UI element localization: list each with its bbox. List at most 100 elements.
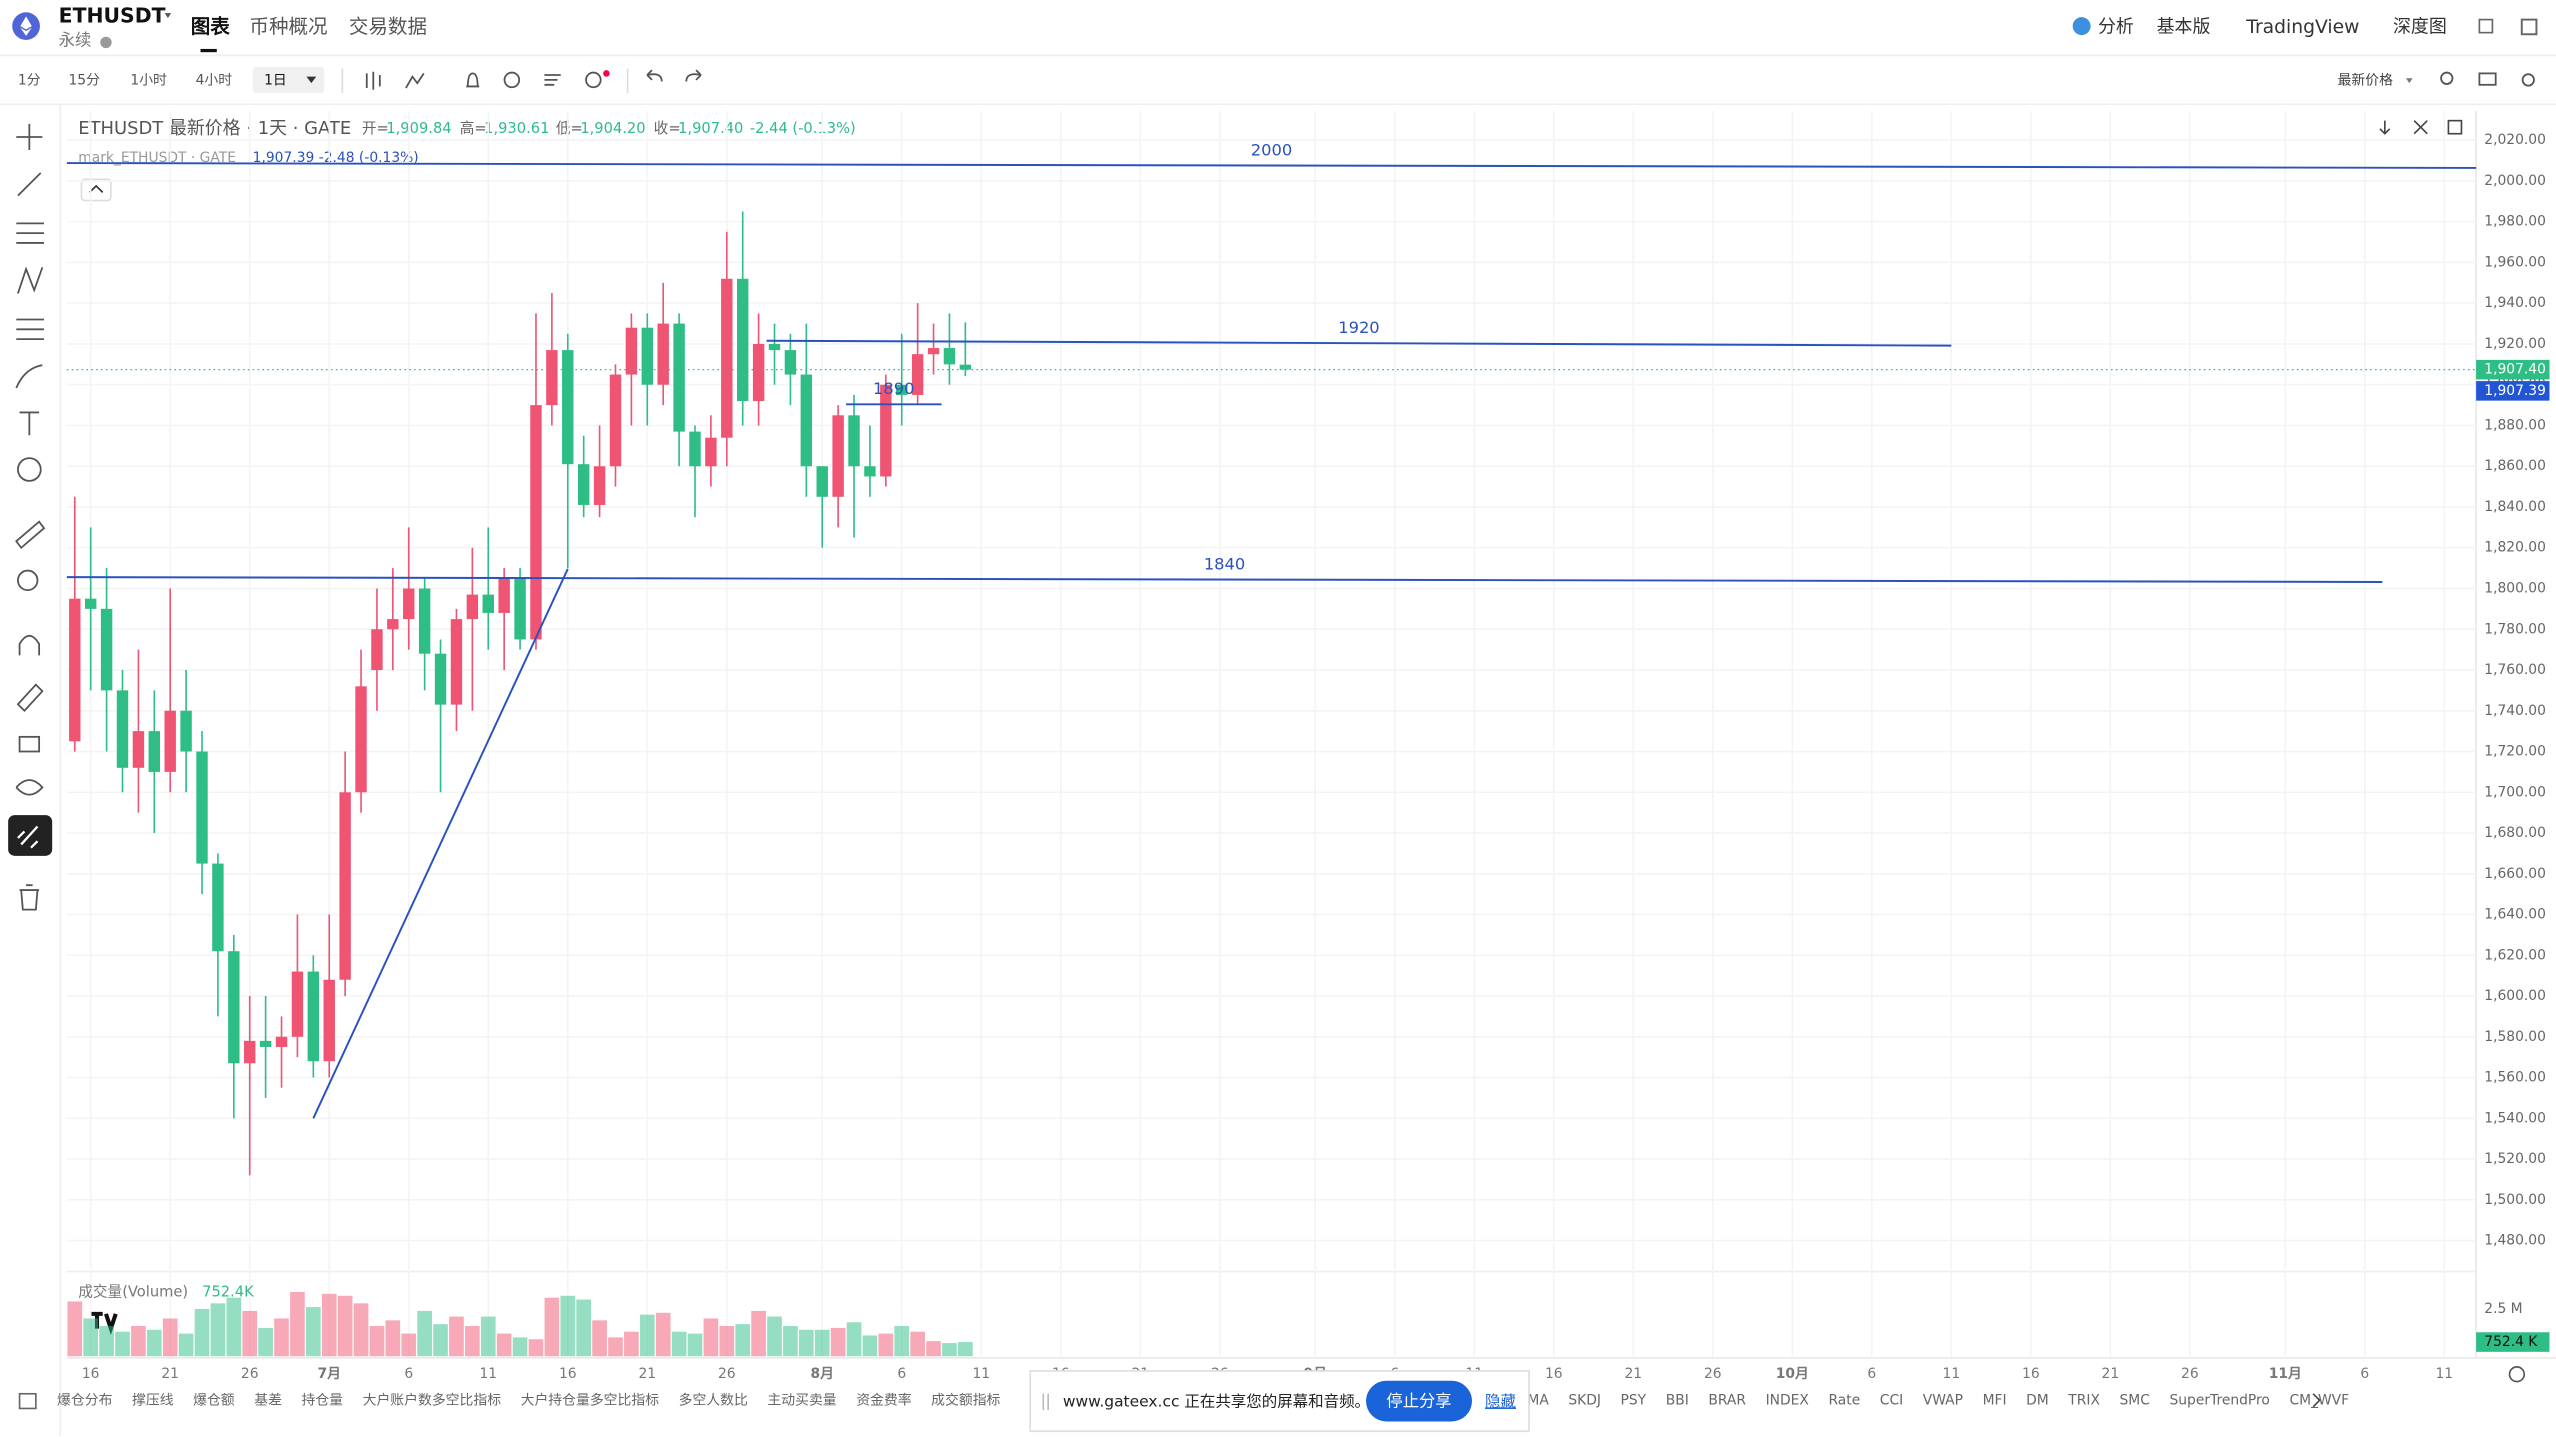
toolbar-icons[interactable] xyxy=(365,69,2535,90)
ruler-tool[interactable] xyxy=(15,520,46,550)
candle-body xyxy=(880,384,892,477)
hide-tool[interactable] xyxy=(15,779,44,796)
magnet-tool[interactable] xyxy=(18,634,41,656)
brush-tool[interactable] xyxy=(15,364,43,389)
collapse-icon[interactable] xyxy=(89,184,104,193)
interval[interactable]: 1分 xyxy=(18,73,41,89)
indicator[interactable]: 大户账户数多空比指标 xyxy=(363,1391,502,1408)
indicator[interactable]: BRAR xyxy=(1708,1392,1746,1408)
indicator-icon[interactable] xyxy=(405,72,425,89)
price-type-dropdown[interactable] xyxy=(2406,78,2413,84)
lock-tool[interactable] xyxy=(18,735,41,753)
camera-icon[interactable] xyxy=(2478,72,2497,86)
stop-share-button[interactable]: 停止分享 xyxy=(1386,1391,1451,1410)
legend-field-name: 高= xyxy=(460,120,487,137)
indicator[interactable]: 多空人数比 xyxy=(679,1391,748,1408)
indicator[interactable]: 主动买卖量 xyxy=(767,1392,836,1408)
volume-bar xyxy=(846,1322,862,1357)
indicators-next[interactable] xyxy=(2312,1393,2321,1408)
candle-body xyxy=(657,323,669,385)
symbol-dropdown[interactable] xyxy=(164,13,172,18)
fib-tool[interactable] xyxy=(16,222,45,244)
volume-last-value: 752.4K xyxy=(202,1284,254,1301)
hide-link[interactable]: 隐藏 xyxy=(1485,1392,1516,1410)
popup-message: www.gateex.cc 正在共享您的屏幕和音频。 xyxy=(1063,1392,1370,1410)
indicator[interactable]: SMC xyxy=(2120,1392,2150,1408)
indicator[interactable]: 爆仓额 xyxy=(193,1392,235,1408)
info-icon[interactable] xyxy=(100,36,112,49)
price-type[interactable]: 最新价格 xyxy=(2338,73,2394,89)
header-link[interactable]: 基本版 xyxy=(2157,17,2211,38)
close-control[interactable] xyxy=(2413,120,2428,135)
search-icon[interactable] xyxy=(2440,71,2454,85)
indicator[interactable]: VWAP xyxy=(1923,1392,1963,1408)
chart-controls[interactable] xyxy=(2379,119,2463,135)
indicator[interactable]: 持仓量 xyxy=(301,1392,343,1408)
text-tool[interactable] xyxy=(19,411,40,436)
indicator[interactable]: MA xyxy=(1527,1392,1549,1408)
drawing-tools[interactable] xyxy=(15,123,46,911)
volume-bar xyxy=(608,1337,623,1357)
trendline-tool[interactable] xyxy=(17,172,42,197)
indicator[interactable]: SKDJ xyxy=(1568,1392,1601,1408)
indicator[interactable]: 资金费率 xyxy=(856,1391,912,1408)
interval[interactable]: 1日 xyxy=(264,73,287,89)
collapse-button[interactable] xyxy=(80,178,112,202)
template-icon[interactable] xyxy=(544,74,561,86)
volume-bar xyxy=(703,1318,719,1357)
zoom-tool[interactable] xyxy=(17,569,39,592)
indicator[interactable]: SuperTrendPro xyxy=(2169,1392,2269,1408)
symbol[interactable]: ETHUSDT xyxy=(59,3,166,27)
indicator-menu-icon[interactable] xyxy=(18,1392,37,1410)
down-control[interactable] xyxy=(2379,120,2391,135)
indicator[interactable]: BBI xyxy=(1666,1392,1689,1408)
interval-dropdown[interactable] xyxy=(306,76,317,84)
undo-icon[interactable] xyxy=(646,69,663,82)
volume-bar xyxy=(131,1326,146,1357)
x-tick-label: 11 xyxy=(2436,1366,2454,1382)
popup-grip[interactable] xyxy=(1042,1393,1049,1411)
window-icon[interactable] xyxy=(2520,18,2538,36)
indicator[interactable]: TRIX xyxy=(2067,1392,2100,1408)
redo-icon[interactable] xyxy=(685,69,702,82)
interval[interactable]: 4小时 xyxy=(196,73,233,89)
indicator[interactable]: 成交额指标 xyxy=(931,1391,1000,1408)
emoji-tool[interactable] xyxy=(17,457,42,482)
header-link[interactable]: 分析 xyxy=(2098,17,2134,38)
pattern-tool[interactable] xyxy=(17,266,44,294)
header-link[interactable]: 深度图 xyxy=(2393,17,2447,38)
interval[interactable]: 1小时 xyxy=(130,73,167,89)
indicator[interactable]: 基差 xyxy=(254,1391,282,1408)
indicator[interactable]: CM_WVF xyxy=(2289,1392,2349,1408)
stop-button-bg[interactable] xyxy=(1366,1380,1472,1422)
time-settings-icon[interactable] xyxy=(2508,1366,2526,1383)
indicator[interactable]: INDEX xyxy=(1766,1392,1810,1408)
alert-icon[interactable] xyxy=(466,72,480,88)
header-link[interactable]: TradingView xyxy=(2245,17,2359,38)
replay-icon[interactable] xyxy=(503,71,521,89)
indicator[interactable]: CCI xyxy=(1880,1392,1903,1408)
indicator[interactable]: DM xyxy=(2026,1392,2049,1408)
indicator[interactable]: MFI xyxy=(1983,1392,2007,1408)
volume-last-label: 752.4 K xyxy=(2484,1334,2538,1350)
lock-draw-tool[interactable] xyxy=(16,683,44,713)
indicator[interactable]: 爆仓分布 xyxy=(57,1392,113,1408)
candle-type-icon[interactable] xyxy=(365,71,381,90)
delete-tool[interactable] xyxy=(19,884,40,911)
fullscreen-icon[interactable] xyxy=(2478,18,2494,34)
tab[interactable]: 币种概况 xyxy=(249,15,327,38)
forecast-tool[interactable] xyxy=(16,318,45,340)
tab[interactable]: 图表 xyxy=(191,15,231,38)
indicator[interactable]: PSY xyxy=(1621,1392,1647,1408)
link-tool[interactable] xyxy=(17,825,39,849)
indicator[interactable]: 大户持仓量多空比指标 xyxy=(521,1391,660,1408)
indicator[interactable]: Rate xyxy=(1828,1392,1860,1408)
tab[interactable]: 交易数据 xyxy=(349,15,427,38)
maximize-control[interactable] xyxy=(2447,119,2463,135)
settings-icon[interactable] xyxy=(2521,73,2535,87)
indicator[interactable]: 撑压线 xyxy=(132,1392,174,1408)
crosshair-tool[interactable] xyxy=(16,123,43,151)
add-icon[interactable] xyxy=(585,71,602,89)
interval[interactable]: 15分 xyxy=(68,73,100,89)
